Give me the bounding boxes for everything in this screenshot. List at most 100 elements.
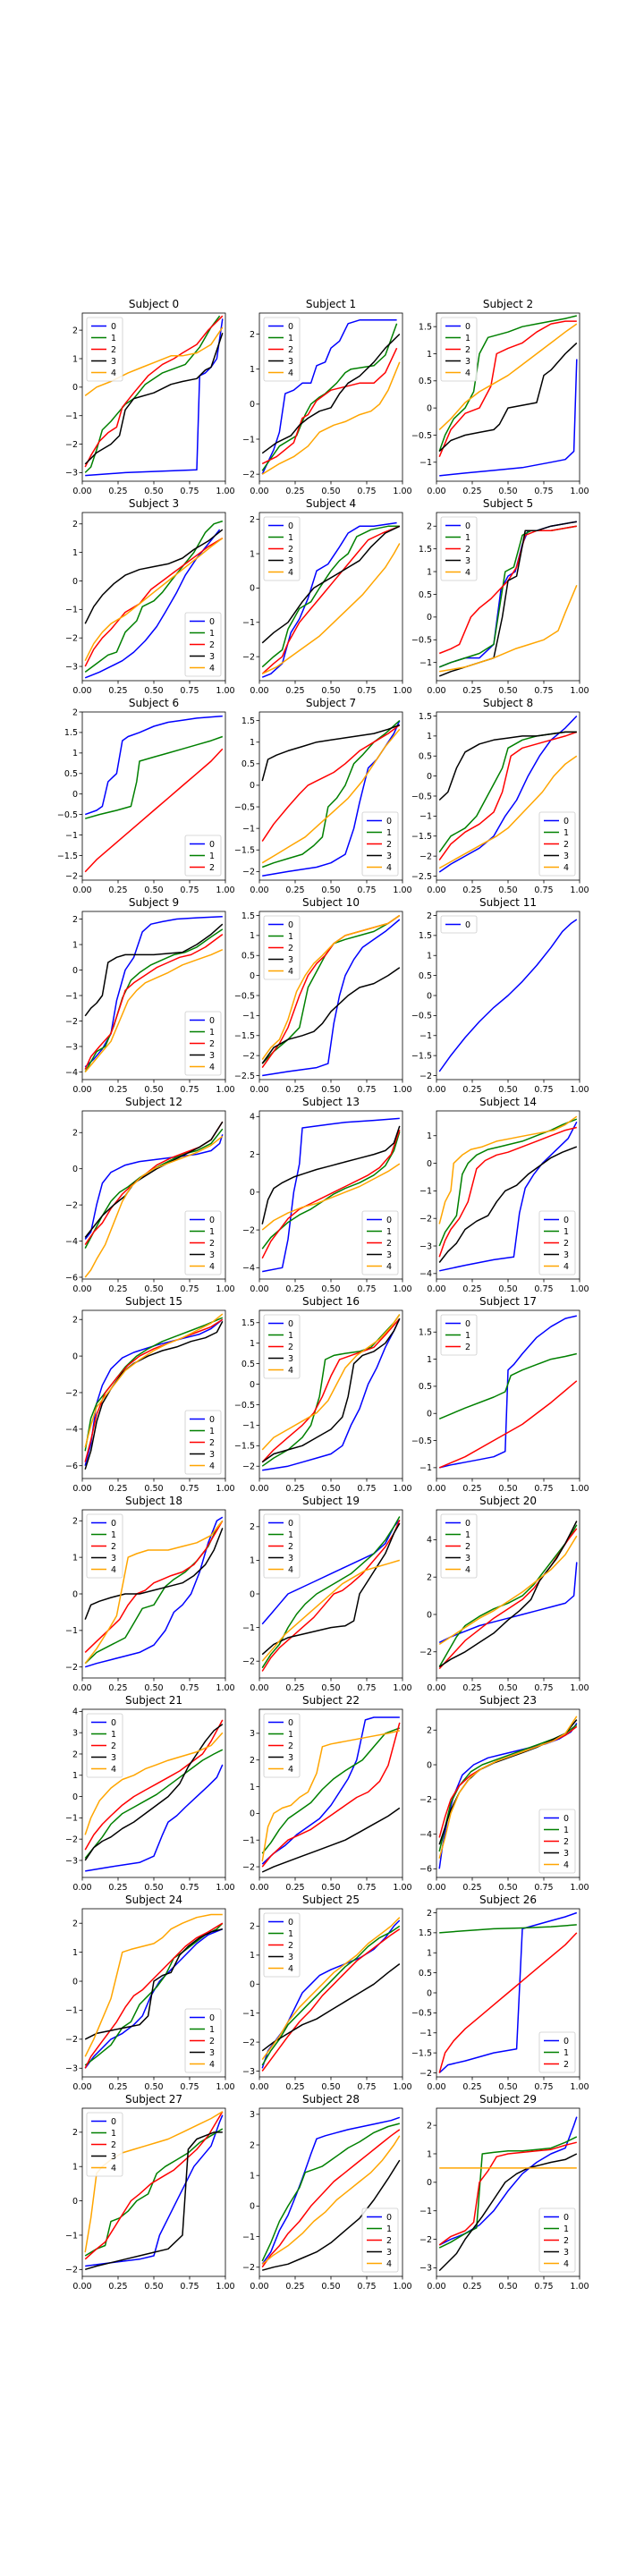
series-line-3 (84, 1528, 224, 1620)
legend-label: 2 (288, 545, 293, 555)
x-tick-label: 0.00 (427, 1484, 445, 1494)
y-tick-label: 2 (72, 520, 78, 530)
legend-label: 4 (465, 568, 470, 578)
series-line-2 (438, 1126, 577, 1258)
legend-label: 3 (209, 1250, 215, 1260)
y-tick-label: −1 (65, 2006, 78, 2016)
subplot-title: Subject 19 (302, 1495, 360, 1507)
y-tick-label: −4 (65, 1237, 78, 1247)
y-tick-label: −6 (65, 1462, 78, 1471)
subplot-title: Subject 10 (302, 896, 360, 909)
y-tick-label: 0 (250, 1809, 255, 1819)
y-tick-label: 1.5 (419, 712, 432, 722)
y-tick-label: −1 (242, 2233, 255, 2242)
legend-label: 3 (209, 1051, 215, 1061)
x-tick-label: 0.25 (108, 2082, 127, 2092)
x-tick-label: 0.50 (321, 1683, 340, 1693)
series-group (438, 1315, 578, 1469)
subplot-title: Subject 12 (125, 1096, 182, 1108)
x-tick-label: 0.25 (462, 1284, 481, 1294)
x-tick-label: 0.00 (427, 1883, 445, 1893)
x-tick-label: 0.00 (250, 1085, 268, 1095)
x-tick-label: 0.50 (498, 1484, 517, 1494)
series-line-2 (261, 347, 398, 465)
series-group (261, 1117, 401, 1273)
y-tick-label: 0 (427, 991, 432, 1001)
legend-label: 2 (111, 1741, 116, 1751)
series-line-0 (261, 1519, 401, 1625)
y-tick-label: 1.5 (64, 728, 78, 738)
y-tick-label: −4 (419, 1269, 432, 1279)
y-tick-label: 0 (427, 1760, 432, 1770)
legend-label: 4 (209, 1063, 215, 1072)
y-tick-label: −1 (242, 435, 255, 445)
legend-label: 3 (288, 1953, 293, 1962)
x-tick-label: 0.50 (144, 1883, 163, 1893)
y-tick-label: −1.5 (411, 832, 432, 842)
x-tick-label: 0.25 (462, 1883, 481, 1893)
series-line-1 (261, 720, 401, 869)
y-tick-label: 1 (427, 1355, 432, 1365)
x-tick-label: 0.50 (144, 2282, 163, 2292)
x-tick-label: 1.00 (393, 886, 411, 895)
x-tick-label: 1.00 (216, 886, 234, 895)
x-tick-label: 1.00 (216, 686, 234, 696)
legend-label: 4 (564, 863, 569, 873)
y-tick-label: −2 (65, 872, 78, 882)
subplot-9: Subject 90.00 0.25 0.50 0.75 1.00−4−3−2−1012… (65, 896, 235, 1095)
y-tick-label: 0 (250, 1589, 255, 1599)
y-tick-label: 1 (427, 350, 432, 360)
y-tick-label: 0 (250, 2202, 255, 2212)
series-line-1 (261, 1925, 401, 2066)
series-line-2 (84, 1318, 224, 1462)
x-tick-label: 0.00 (250, 886, 268, 895)
series-line-0 (85, 318, 224, 477)
series-group (438, 1521, 578, 1670)
y-tick-label: 1 (72, 749, 78, 758)
y-tick-label: −1 (419, 1187, 432, 1197)
y-tick-label: −6 (419, 1865, 432, 1875)
y-tick-label: 4 (427, 1536, 432, 1546)
x-tick-label: 0.50 (498, 2282, 517, 2292)
series-group (261, 1917, 401, 2072)
x-tick-label: 0.00 (250, 1883, 268, 1893)
y-tick-label: 3 (250, 2110, 255, 2120)
subplot-title: Subject 0 (129, 298, 179, 310)
y-tick-label: 0 (250, 400, 255, 410)
legend-label: 4 (111, 369, 116, 378)
legend-label: 4 (209, 1462, 215, 1471)
legend-label: 0 (465, 1519, 470, 1529)
legend-label: 2 (111, 2140, 116, 2150)
subplot-title: Subject 28 (302, 2093, 360, 2106)
legend-label: 1 (111, 1730, 116, 1740)
y-tick-label: 1 (250, 1783, 255, 1792)
x-tick-label: 0.25 (462, 2282, 481, 2292)
x-tick-label: 1.00 (393, 1484, 411, 1494)
x-tick-label: 0.75 (357, 2082, 376, 2092)
y-tick-label: 1.5 (242, 1318, 255, 1328)
series-line-1 (438, 1352, 577, 1419)
legend-label: 3 (209, 1450, 215, 1460)
series-group (261, 2116, 401, 2271)
series-line-4 (438, 1716, 578, 1859)
legend-label: 2 (564, 840, 569, 850)
series-line-4 (84, 1313, 224, 1448)
y-tick-label: 0.5 (242, 1360, 255, 1369)
series-group (261, 521, 401, 678)
subplot-23: Subject 23 0.00 0.25 0.50 0.75 1.00 −6 −4 −2 0 2 0 1… (419, 1694, 589, 1893)
legend-label: 0 (465, 322, 470, 332)
legend-label: 0 (288, 1718, 293, 1728)
x-tick-label: 0.25 (108, 1484, 127, 1494)
y-tick-label: 2 (72, 1919, 78, 1929)
series-group (84, 1313, 224, 1470)
legend-label: 2 (386, 840, 392, 850)
x-tick-label: 1.00 (393, 1883, 411, 1893)
x-tick-label: 0.50 (144, 2082, 163, 2092)
y-tick-label: 2 (72, 1517, 78, 1527)
x-tick-label: 0.00 (72, 1284, 91, 1294)
